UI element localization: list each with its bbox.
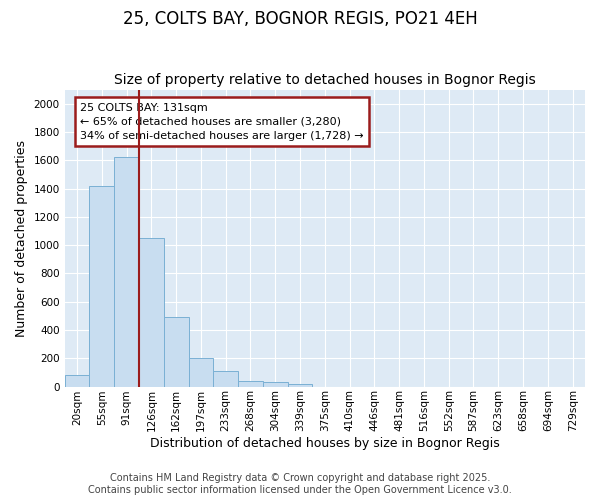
Text: Contains HM Land Registry data © Crown copyright and database right 2025.
Contai: Contains HM Land Registry data © Crown c… <box>88 474 512 495</box>
Bar <box>263 382 287 386</box>
Bar <box>114 158 139 386</box>
Text: 25 COLTS BAY: 131sqm
← 65% of detached houses are smaller (3,280)
34% of semi-de: 25 COLTS BAY: 131sqm ← 65% of detached h… <box>80 103 364 141</box>
Bar <box>287 384 313 386</box>
Bar <box>139 238 164 386</box>
Bar <box>89 186 114 386</box>
Bar <box>214 371 238 386</box>
Title: Size of property relative to detached houses in Bognor Regis: Size of property relative to detached ho… <box>114 73 536 87</box>
Bar <box>164 317 188 386</box>
Bar <box>188 358 214 386</box>
Bar <box>238 381 263 386</box>
X-axis label: Distribution of detached houses by size in Bognor Regis: Distribution of detached houses by size … <box>150 437 500 450</box>
Text: 25, COLTS BAY, BOGNOR REGIS, PO21 4EH: 25, COLTS BAY, BOGNOR REGIS, PO21 4EH <box>122 10 478 28</box>
Y-axis label: Number of detached properties: Number of detached properties <box>15 140 28 336</box>
Bar <box>65 375 89 386</box>
